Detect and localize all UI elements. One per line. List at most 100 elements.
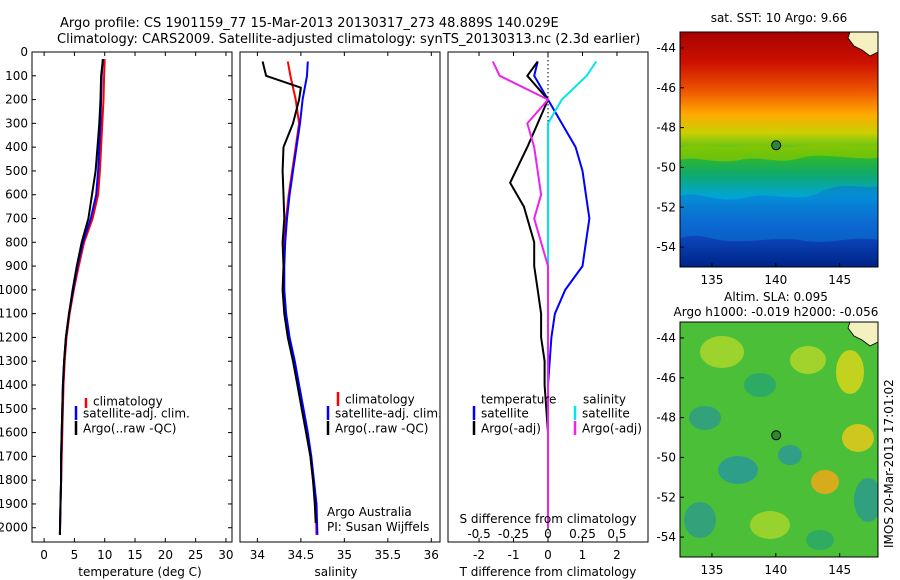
temperature-series [58,58,106,535]
temperature-x-tick-label: 15 [127,548,142,562]
depth-tick-label: 1000 [0,283,28,297]
sla-blob [842,424,874,452]
salinity-legend: climatology satellite-adj. clim. Argo(..… [326,392,442,436]
legend-label-climatology: climatology [93,395,163,409]
sst-map-title: sat. SST: 10 Argo: 9.66 [711,11,848,25]
depth-tick-label: 1300 [0,354,28,368]
s-difference-tick-label: -0.5 [467,527,490,541]
sla-blob [718,456,758,484]
s-difference-label: S difference from climatology [460,512,637,526]
depth-tick-label: 0 [20,45,28,59]
sla-xtick-label: 135 [700,563,723,577]
legend-label-climatology: climatology [345,393,415,407]
salinity-difference-scale: -0.5 -0.25 0 0.25 0.5 [467,527,626,541]
sla-ytick-label: -46 [656,371,676,385]
sst-front-band [680,143,878,162]
sst-cold-tongue [680,185,878,242]
sla-argo-marker [771,430,782,441]
temperature-line-argo-raw-qc [58,58,104,535]
sla-blob [806,530,834,550]
t-difference-x-tick-label: -1 [508,548,520,562]
depth-tick-label: 1600 [0,426,28,440]
salinity-x-tick-label: 34.5 [288,548,315,562]
sla-xtick-label: 140 [764,563,787,577]
sla-blob [689,406,721,430]
temperature-axes-frame [31,51,233,543]
s-difference-tick-label: 0.5 [607,527,626,541]
t-difference-x-tick-label: 2 [613,548,621,562]
temperature-legend: climatology satellite-adj. clim. Argo(..… [74,395,190,436]
sst-xtick-label: 145 [828,273,851,287]
depth-tick-label: 1400 [0,378,28,392]
sla-map-frame [679,321,879,558]
difference-series [491,60,598,528]
salinity-x-tick-label: 36 [424,548,439,562]
sst-xtick-label: 135 [700,273,723,287]
sst-map-frame [679,31,879,268]
sst-heatmap [680,32,878,267]
t-difference-x-tick-label: 0 [544,548,552,562]
depth-tick-label: 2000 [0,521,28,535]
sst-ytick-label: -44 [656,41,676,55]
temperature-xlabel: temperature (deg C) [78,565,201,579]
sla-blob [778,445,802,465]
legend-label-argo: Argo(..raw -QC) [335,422,428,436]
sla-heatmap [680,322,878,557]
sst-argo-marker [771,140,782,151]
temperature-x-tick-label: 10 [97,548,112,562]
sla-ytick-label: -52 [656,490,676,504]
temperature-x-axis: 0 5 10 15 20 25 30 [40,52,234,562]
figure-title-line2: Climatology: CARS2009. Satellite-adjuste… [57,32,640,47]
sla-map-title: Altim. SLA: 0.095 [724,290,828,304]
salinity-x-axis: 34 34.5 35 35.5 36 [250,52,439,562]
depth-tick-label: 400 [5,140,28,154]
sla-blob [684,502,716,538]
legend-label-satellite: satellite-adj. clim. [83,407,190,421]
sst-ytick-label: -52 [656,200,676,214]
sla-blob [750,511,790,539]
sst-land-mass [847,32,878,57]
t-difference-xlabel: T difference from climatology [459,565,637,579]
temperature-x-tick-label: 0 [40,548,48,562]
figure-title-line1: Argo profile: CS 1901159_77 15-Mar-2013 … [60,16,559,31]
sst-ytick-label: -50 [656,160,676,174]
legend-label-temp-satellite: satellite [481,407,529,421]
temperature-x-tick-label: 25 [188,548,203,562]
depth-tick-label: 1500 [0,402,28,416]
depth-tick-label: 300 [5,116,28,130]
temperature-panel: 0100200300400500600700800900100011001200… [0,45,648,579]
salinity-xlabel: salinity [314,565,357,579]
depth-tick-label: 1800 [0,473,28,487]
sla-land-mass [847,322,878,347]
sst-ytick-label: -48 [656,121,676,135]
depth-tick-label: 1700 [0,449,28,463]
depth-tick-label: 1100 [0,307,28,321]
legend-label-temp-argo: Argo(-adj) [481,422,541,436]
salinity-axes-frame [239,51,441,543]
depth-tick-label: 1900 [0,497,28,511]
temperature-x-tick-label: 30 [218,548,233,562]
s-difference-tick-label: 0.25 [569,527,596,541]
legend-label-sal-satellite: satellite [582,407,630,421]
sla-map-panel: Altim. SLA: 0.095 Argo h1000: -0.019 h20… [656,290,879,577]
sla-ytick-label: -54 [656,530,676,544]
depth-tick-label: 900 [5,259,28,273]
sla-blob [854,478,878,522]
sla-blob [744,373,776,397]
t-difference-x-tick-label: 1 [579,548,587,562]
s-difference-tick-label: -0.25 [498,527,529,541]
salinity-x-tick-label: 35.5 [374,548,401,562]
depth-tick-label: 500 [5,164,28,178]
sla-map-axes: -44 -46 -48 -50 -52 -54 135 140 145 [656,331,851,577]
salinity-panel: 34 34.5 35 35.5 36 salinity climatology sate… [239,51,442,579]
depth-tick-label: 700 [5,212,28,226]
depth-tick-label: 100 [5,69,28,83]
temperature-x-tick-label: 20 [158,548,173,562]
temperature-x-tick-label: 5 [71,548,79,562]
depth-tick-label: 1200 [0,330,28,344]
difference-panel: -2 -1 0 1 2 -0.5 -0.25 0 0.25 0.5 S difference f… [447,51,649,579]
salinity-line-argo-raw-qc [261,61,317,524]
sla-ytick-label: -44 [656,331,676,345]
t-difference-x-tick-label: -2 [473,548,485,562]
legend-label-satellite: satellite-adj. clim. [335,407,442,421]
